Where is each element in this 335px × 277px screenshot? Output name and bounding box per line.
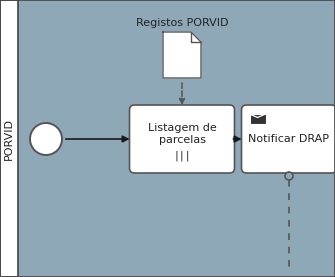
FancyBboxPatch shape <box>242 105 335 173</box>
FancyBboxPatch shape <box>130 105 234 173</box>
Text: Listagem de
parcelas: Listagem de parcelas <box>148 123 216 145</box>
Text: Notificar DRAP: Notificar DRAP <box>249 134 330 144</box>
Circle shape <box>285 172 293 180</box>
Bar <box>250 114 266 124</box>
Text: PORVID: PORVID <box>4 117 14 160</box>
Polygon shape <box>163 32 201 78</box>
Text: |||: ||| <box>173 150 191 161</box>
Bar <box>0 0 18 277</box>
Circle shape <box>30 123 62 155</box>
Text: Registos PORVID: Registos PORVID <box>136 18 228 28</box>
